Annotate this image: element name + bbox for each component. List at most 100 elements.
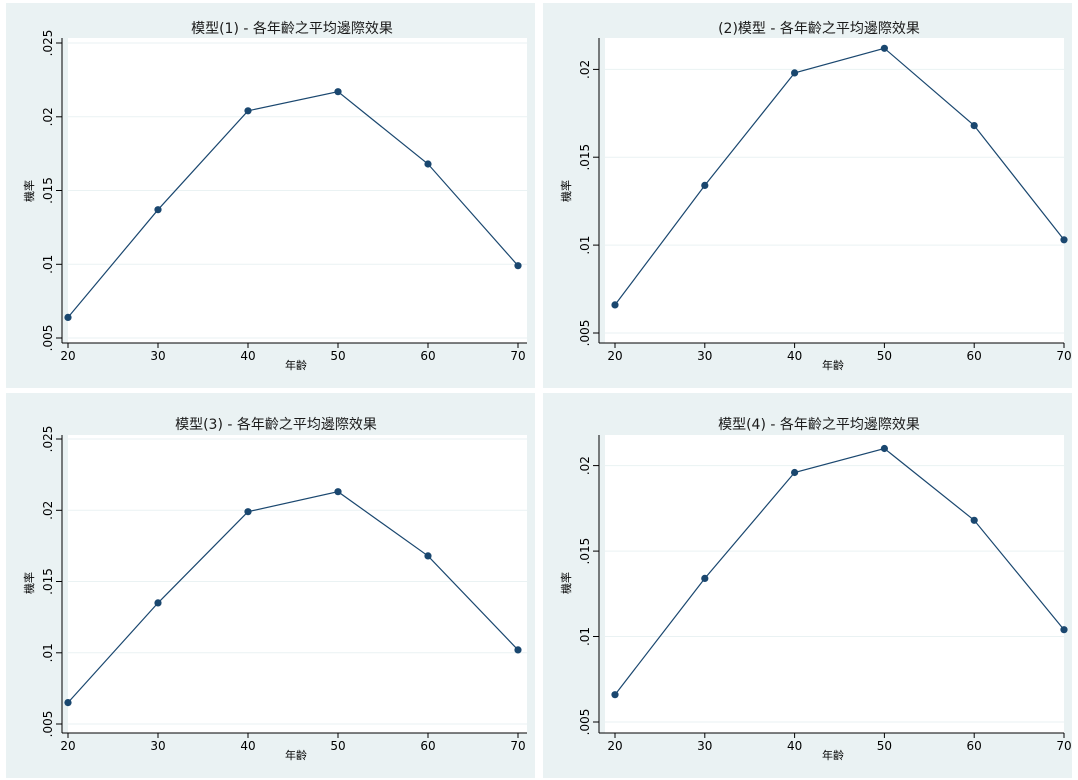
chart-2-x-tick-label: 50 bbox=[877, 349, 892, 363]
chart-2-point bbox=[970, 122, 978, 130]
chart-3-y-ticks: .005 .01 .015 .02 .025 bbox=[41, 426, 62, 738]
chart-panel-3: .005 .01 .015 .02 .025 20 30 40 50 60 70 模型(3) - … bbox=[6, 393, 535, 778]
chart-1-point bbox=[424, 160, 432, 168]
chart-1-y-tick-label: .005 bbox=[41, 325, 55, 352]
chart-4-y-tick-label: .01 bbox=[578, 627, 592, 646]
chart-1-point bbox=[154, 206, 162, 214]
chart-3-y-axis-title: 機率 bbox=[22, 572, 36, 594]
chart-panel-2: .005 .01 .015 .02 20 30 40 50 60 70 (2)模型 - 各年齡之… bbox=[543, 3, 1072, 388]
chart-2-x-tick-label: 40 bbox=[787, 349, 802, 363]
chart-3-points bbox=[64, 488, 522, 707]
chart-1-points bbox=[64, 88, 522, 321]
chart-4-point bbox=[1060, 626, 1068, 634]
chart-1-x-axis-title: 年齡 bbox=[285, 358, 307, 372]
chart-1-y-tick-label: .01 bbox=[41, 255, 55, 274]
chart-1-point bbox=[64, 313, 72, 321]
chart-2-x-axis-title: 年齡 bbox=[822, 358, 844, 372]
chart-2-y-axis-title: 機率 bbox=[559, 180, 573, 202]
chart-4-grid bbox=[600, 465, 1064, 723]
chart-3-y-tick-label: .005 bbox=[41, 711, 55, 738]
chart-2-x-tick-label: 20 bbox=[607, 349, 622, 363]
chart-1-x-tick-label: 40 bbox=[240, 349, 255, 363]
chart-2-x-tick-label: 60 bbox=[967, 349, 982, 363]
chart-1-x-tick-label: 70 bbox=[510, 349, 525, 363]
chart-2-y-tick-label: .005 bbox=[578, 320, 592, 347]
chart-2-point bbox=[701, 181, 709, 189]
chart-3-x-ticks: 20 30 40 50 60 70 bbox=[60, 733, 526, 753]
chart-3-x-axis-title: 年齡 bbox=[285, 748, 307, 762]
chart-3-point bbox=[64, 699, 72, 707]
chart-3-x-tick-label: 70 bbox=[510, 739, 525, 753]
chart-4-y-tick-label: .015 bbox=[578, 538, 592, 565]
chart-4-points bbox=[611, 444, 1068, 699]
chart-2-point bbox=[1060, 236, 1068, 244]
chart-3-x-tick-label: 60 bbox=[420, 739, 435, 753]
chart-1-x-tick-label: 50 bbox=[330, 349, 345, 363]
chart-3-point bbox=[514, 646, 522, 654]
chart-3-y-tick-label: .02 bbox=[41, 501, 55, 520]
chart-4-y-tick-label: .02 bbox=[578, 456, 592, 475]
chart-2-x-ticks: 20 30 40 50 60 70 bbox=[607, 343, 1072, 363]
chart-4-title: 模型(4) - 各年齡之平均邊際效果 bbox=[718, 417, 920, 433]
chart-2-plot-region bbox=[605, 38, 1064, 343]
chart-2-y-tick-label: .02 bbox=[578, 60, 592, 79]
chart-2-x-tick-label: 30 bbox=[697, 349, 712, 363]
chart-1-x-tick-label: 20 bbox=[60, 349, 75, 363]
chart-3-svg: .005 .01 .015 .02 .025 20 30 40 50 60 70 模型(3) - … bbox=[22, 417, 527, 762]
chart-2-y-ticks: .005 .01 .015 .02 bbox=[578, 60, 599, 347]
chart-3-x-tick-label: 40 bbox=[240, 739, 255, 753]
chart-1-y-ticks: .005 .01 .015 .02 .025 bbox=[41, 30, 62, 352]
chart-2-points bbox=[611, 44, 1068, 309]
chart-2-title: (2)模型 - 各年齡之平均邊際效果 bbox=[718, 21, 920, 37]
chart-4-point bbox=[701, 574, 709, 582]
chart-4-x-ticks: 20 30 40 50 60 70 bbox=[607, 733, 1072, 753]
chart-1-grid bbox=[63, 42, 527, 339]
chart-2-y-tick-label: .01 bbox=[578, 236, 592, 255]
chart-1-x-tick-label: 60 bbox=[420, 349, 435, 363]
chart-1-y-axis-title: 機率 bbox=[22, 180, 36, 202]
chart-3-title: 模型(3) - 各年齡之平均邊際效果 bbox=[175, 417, 377, 433]
chart-2-x-tick-label: 70 bbox=[1056, 349, 1071, 363]
chart-3-point bbox=[334, 488, 342, 496]
chart-1-y-tick-label: .025 bbox=[41, 30, 55, 57]
chart-4-point bbox=[970, 516, 978, 524]
chart-1-y-tick-label: .015 bbox=[41, 177, 55, 204]
chart-2-svg: .005 .01 .015 .02 20 30 40 50 60 70 (2)模型 - 各年齡之… bbox=[559, 21, 1072, 372]
chart-3-y-tick-label: .025 bbox=[41, 426, 55, 453]
chart-4-svg: .005 .01 .015 .02 20 30 40 50 60 70 模型(4) - 各年齡之… bbox=[559, 417, 1072, 762]
chart-1-series-line bbox=[67, 91, 519, 318]
chart-panel-4: .005 .01 .015 .02 20 30 40 50 60 70 模型(4) - 各年齡之… bbox=[543, 393, 1072, 778]
chart-2-point bbox=[611, 301, 619, 309]
chart-1-svg: .005 .01 .015 .02 .025 20 30 40 50 60 70 模型(1) - … bbox=[22, 21, 527, 372]
chart-4-y-ticks: .005 .01 .015 .02 bbox=[578, 456, 599, 735]
chart-4-plot-region bbox=[605, 435, 1064, 733]
chart-3-x-tick-label: 50 bbox=[330, 739, 345, 753]
chart-3-x-tick-label: 30 bbox=[150, 739, 165, 753]
chart-4-point bbox=[791, 468, 799, 477]
chart-4-x-tick-label: 70 bbox=[1056, 739, 1071, 753]
chart-2-point bbox=[791, 69, 799, 77]
chart-1-point bbox=[244, 107, 252, 115]
chart-4-series-line bbox=[614, 447, 1065, 696]
chart-1-y-tick-label: .02 bbox=[41, 107, 55, 126]
chart-4-x-tick-label: 60 bbox=[967, 739, 982, 753]
chart-2-series-line bbox=[614, 47, 1065, 306]
chart-4-point bbox=[880, 444, 888, 453]
chart-4-x-axis-title: 年齡 bbox=[822, 748, 844, 762]
chart-4-y-tick-label: .005 bbox=[578, 709, 592, 736]
chart-3-point bbox=[154, 599, 162, 607]
chart-panel-1: .005 .01 .015 .02 .025 20 30 40 50 60 70 模型(1) - … bbox=[6, 3, 535, 388]
chart-4-y-axis-title: 機率 bbox=[559, 572, 573, 594]
chart-3-series-line bbox=[67, 491, 519, 704]
chart-1-point bbox=[514, 262, 522, 270]
chart-3-grid bbox=[63, 438, 527, 725]
chart-2-y-tick-label: .015 bbox=[578, 144, 592, 171]
chart-3-y-tick-label: .01 bbox=[41, 643, 55, 662]
chart-2-point bbox=[880, 44, 888, 52]
chart-3-plot-region bbox=[68, 435, 527, 733]
chart-4-x-tick-label: 50 bbox=[877, 739, 892, 753]
chart-4-x-tick-label: 30 bbox=[697, 739, 712, 753]
chart-2-grid bbox=[600, 68, 1064, 334]
chart-1-x-tick-label: 30 bbox=[150, 349, 165, 363]
chart-1-title: 模型(1) - 各年齡之平均邊際效果 bbox=[191, 21, 393, 37]
